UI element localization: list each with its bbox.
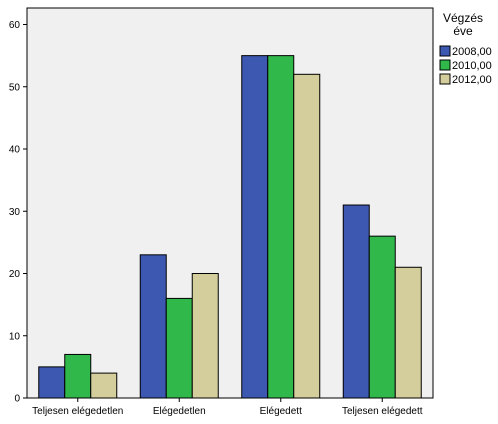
y-axis: 0 10 20 30 40 50 60 xyxy=(9,20,27,405)
bar-2008,00-1 xyxy=(139,254,167,399)
bar-2012,00-0 xyxy=(90,372,118,399)
x-tick-label: Elégedett xyxy=(260,406,302,417)
bar-2010,00-2 xyxy=(267,55,295,399)
bar-2012,00-1 xyxy=(191,273,219,399)
y-tick-label: 60 xyxy=(9,20,21,31)
bar-2012,00-3 xyxy=(394,266,422,399)
x-tick-label: Elégedetlen xyxy=(153,406,206,417)
legend-label: 2012,00 xyxy=(452,74,492,86)
x-tick-label: Teljesen elégedetlen xyxy=(32,406,123,417)
legend-swatch xyxy=(439,59,451,71)
bar-2010,00-1 xyxy=(165,297,193,399)
bar-2010,00-0 xyxy=(64,353,92,399)
y-tick-label: 10 xyxy=(9,331,21,342)
bar-2012,00-2 xyxy=(293,73,321,399)
legend-title: éve xyxy=(453,24,473,38)
legend-swatch xyxy=(439,73,451,85)
bar-2010,00-3 xyxy=(368,235,396,399)
bar-2008,00-3 xyxy=(342,204,370,399)
y-tick-label: 20 xyxy=(9,269,21,280)
legend-label: 2010,00 xyxy=(452,60,492,72)
y-tick-label: 0 xyxy=(14,394,20,405)
x-axis: Teljesen elégedetlen Elégedetlen Elégedett… xyxy=(32,398,423,417)
legend-title: Végzés xyxy=(443,11,483,25)
x-tick-label: Teljesen elégedett xyxy=(342,406,423,417)
bar-2008,00-2 xyxy=(241,55,269,399)
bar-2008,00-0 xyxy=(38,366,66,399)
legend-label: 2008,00 xyxy=(452,46,492,58)
y-tick-label: 50 xyxy=(9,82,21,93)
y-tick-label: 30 xyxy=(9,207,21,218)
legend-swatch xyxy=(439,45,451,57)
y-tick-label: 40 xyxy=(9,145,21,156)
